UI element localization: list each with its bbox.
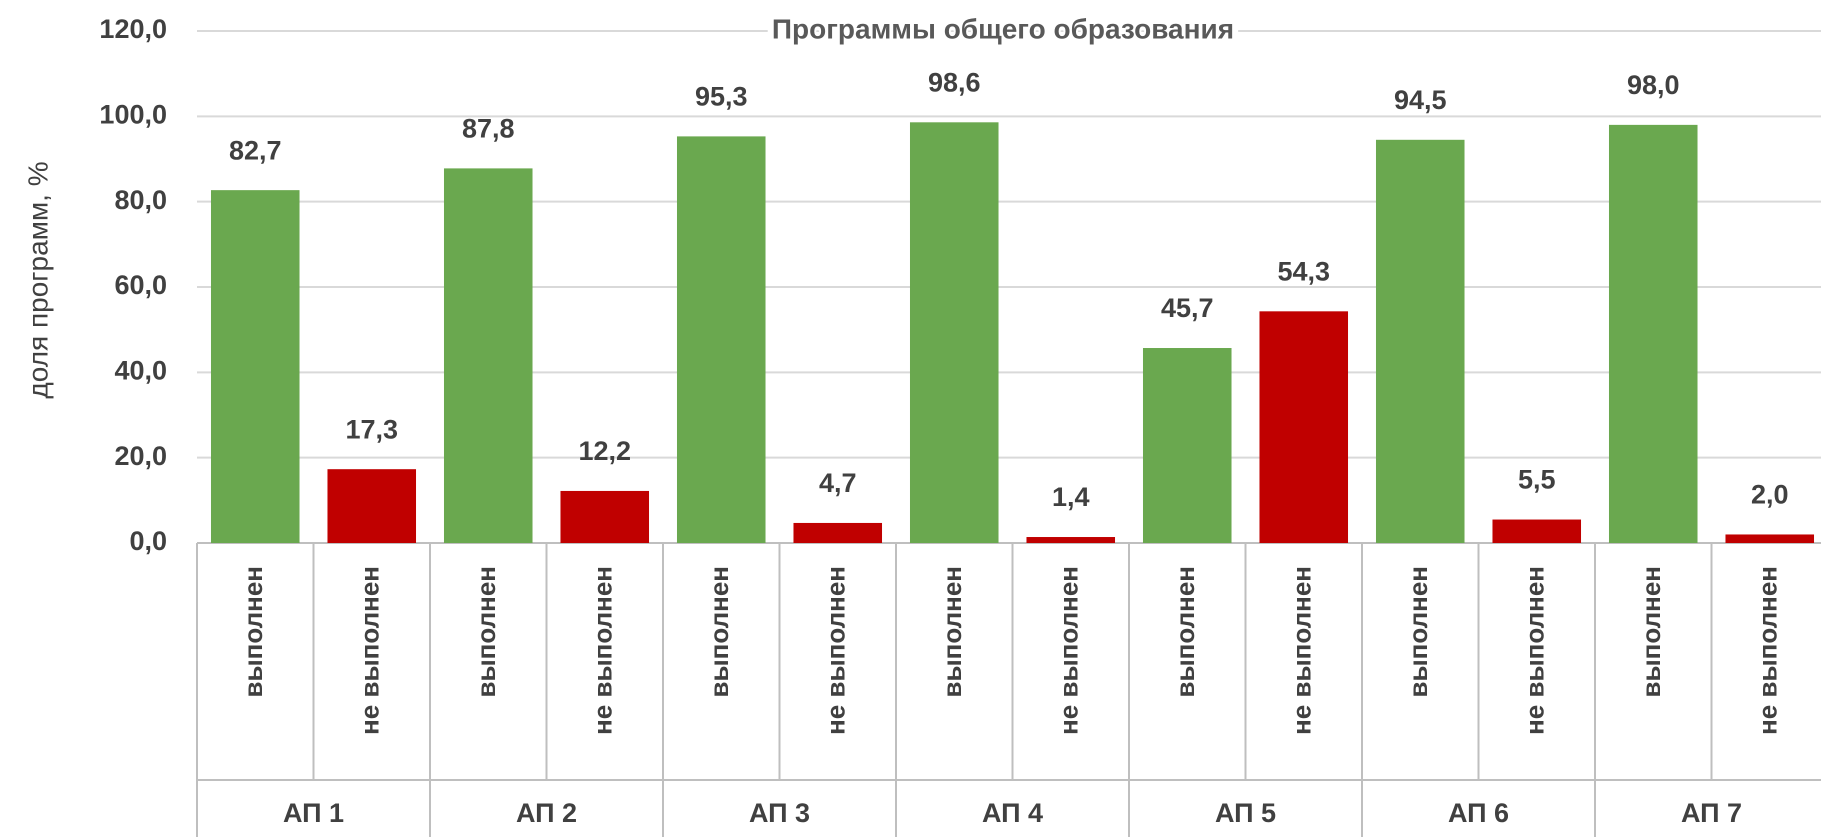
y-tick-label: 20,0 bbox=[114, 441, 167, 471]
y-tick-label: 100,0 bbox=[99, 99, 167, 129]
x-tick-label: не выполнен bbox=[355, 566, 385, 735]
y-axis-label: доля программ, % bbox=[22, 161, 53, 398]
bar bbox=[1608, 124, 1698, 543]
x-tick-label: не выполнен bbox=[1054, 566, 1084, 735]
x-tick-label: не выполнен bbox=[1753, 566, 1783, 735]
value-label: 82,7 bbox=[229, 135, 282, 165]
y-tick-label: 40,0 bbox=[114, 355, 167, 385]
value-label: 5,5 bbox=[1518, 465, 1556, 495]
bar bbox=[210, 190, 300, 543]
x-tick-label: выполнен bbox=[1636, 566, 1666, 698]
value-label: 95,3 bbox=[695, 82, 748, 112]
x-tick-label: выполнен bbox=[1170, 566, 1200, 698]
group-label: АП 1 bbox=[283, 798, 344, 828]
y-tick-label: 120,0 bbox=[99, 14, 167, 44]
bar bbox=[1725, 534, 1815, 543]
value-label: 1,4 bbox=[1052, 482, 1090, 512]
bar bbox=[793, 522, 883, 543]
bar bbox=[1142, 348, 1232, 543]
value-label: 87,8 bbox=[462, 114, 515, 144]
x-tick-label: выполнен bbox=[238, 566, 268, 698]
value-label: 98,0 bbox=[1627, 70, 1680, 100]
bar bbox=[676, 136, 766, 544]
x-tick-label: выполнен bbox=[937, 566, 967, 698]
value-label: 4,7 bbox=[819, 468, 857, 498]
group-label: АП 7 bbox=[1681, 798, 1742, 828]
chart-title: Программы общего образования bbox=[772, 13, 1234, 44]
bar bbox=[1492, 519, 1582, 543]
value-label: 12,2 bbox=[578, 436, 631, 466]
y-tick-label: 0,0 bbox=[129, 526, 167, 556]
value-label: 94,5 bbox=[1394, 85, 1447, 115]
bar bbox=[327, 469, 417, 543]
group-label: АП 6 bbox=[1448, 798, 1509, 828]
bar bbox=[1026, 537, 1116, 543]
group-label: АП 4 bbox=[982, 798, 1043, 828]
bar bbox=[1375, 139, 1465, 544]
y-tick-label: 60,0 bbox=[114, 270, 167, 300]
value-label: 2,0 bbox=[1751, 480, 1789, 510]
x-tick-label: выполнен bbox=[471, 566, 501, 698]
x-tick-label: не выполнен bbox=[1287, 566, 1317, 735]
value-label: 98,6 bbox=[928, 67, 981, 97]
group-label: АП 2 bbox=[516, 798, 577, 828]
group-label: АП 5 bbox=[1215, 798, 1276, 828]
x-tick-label: не выполнен bbox=[1520, 566, 1550, 735]
x-tick-label: не выполнен bbox=[588, 566, 618, 735]
x-tick-label: выполнен bbox=[704, 566, 734, 698]
y-tick-label: 80,0 bbox=[114, 185, 167, 215]
x-tick-label: выполнен bbox=[1403, 566, 1433, 698]
x-tick-label: не выполнен bbox=[821, 566, 851, 735]
value-label: 17,3 bbox=[345, 414, 398, 444]
bar bbox=[443, 168, 533, 544]
group-label: АП 3 bbox=[749, 798, 810, 828]
value-label: 54,3 bbox=[1277, 256, 1330, 286]
bar bbox=[1259, 311, 1349, 543]
bar bbox=[909, 122, 999, 543]
value-label: 45,7 bbox=[1161, 293, 1214, 323]
bar bbox=[560, 490, 650, 543]
